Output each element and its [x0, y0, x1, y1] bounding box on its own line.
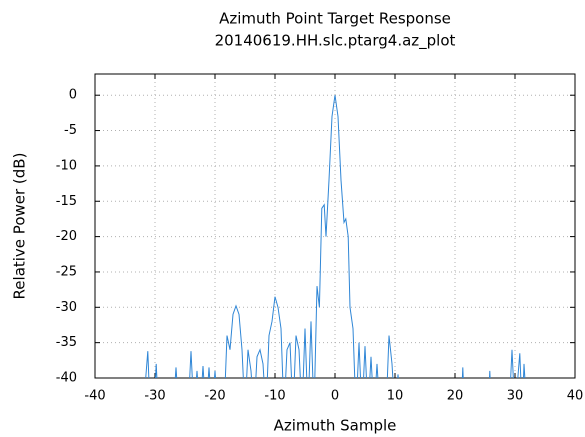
y-axis-label: Relative Power (dB) — [11, 153, 29, 300]
x-tick-label: 0 — [331, 389, 339, 404]
x-tick-label: 20 — [447, 389, 464, 404]
data-line — [145, 95, 526, 378]
y-tick-label: -5 — [64, 123, 77, 138]
y-tick-label: -10 — [56, 158, 77, 173]
y-tick-label: -35 — [56, 335, 77, 350]
x-tick-label: -20 — [204, 389, 225, 404]
x-tick-label: 40 — [567, 389, 584, 404]
y-tick-label: -25 — [56, 264, 77, 279]
plot-frame — [94, 73, 576, 379]
y-tick-label: -30 — [56, 300, 77, 315]
x-tick-label: 10 — [387, 389, 404, 404]
y-tick-label: -15 — [56, 194, 77, 209]
x-tick-label: -10 — [264, 389, 285, 404]
x-tick-label: -40 — [84, 389, 105, 404]
x-axis-label: Azimuth Sample — [274, 417, 397, 435]
y-tick-label: -20 — [56, 229, 77, 244]
x-tick-label: 30 — [507, 389, 524, 404]
chart-subtitle: 20140619.HH.slc.ptarg4.az_plot — [215, 32, 456, 51]
chart-title: Azimuth Point Target Response — [219, 10, 451, 28]
y-tick-label: 0 — [69, 88, 77, 103]
x-tick-label: -30 — [144, 389, 165, 404]
y-tick-label: -40 — [56, 371, 77, 386]
